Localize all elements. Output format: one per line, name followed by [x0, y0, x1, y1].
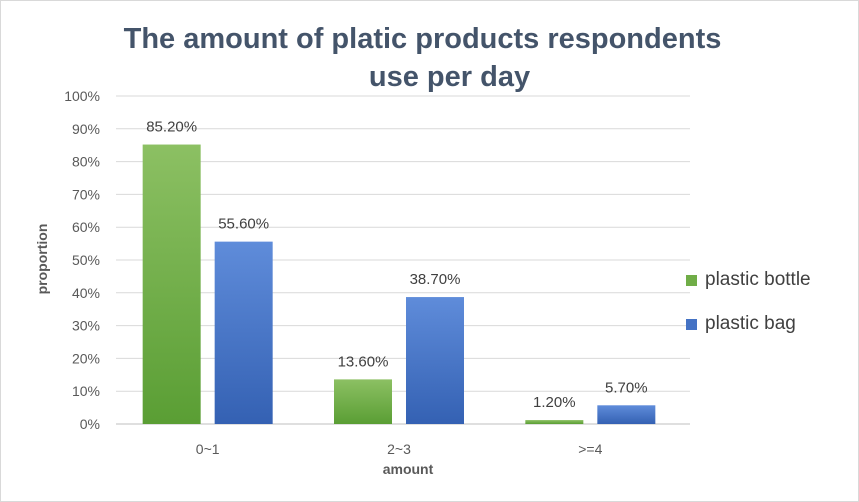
chart-title-line-1: The amount of platic products respondent… — [123, 23, 722, 55]
data-label: 55.60% — [218, 216, 269, 233]
legend-label-plastic-bottle: plastic bottle — [705, 269, 811, 290]
y-tick-label: 10% — [72, 383, 100, 399]
y-tick-label: 60% — [72, 219, 100, 235]
x-tick-label: 2~3 — [387, 441, 411, 457]
legend-item-plastic-bag: plastic bag — [686, 308, 811, 340]
data-label: 85.20% — [146, 119, 197, 136]
y-tick-label: 30% — [72, 318, 100, 334]
y-tick-label: 90% — [72, 121, 100, 137]
x-axis-title: amount — [383, 461, 434, 477]
y-tick-label: 80% — [72, 154, 100, 170]
gridlines — [116, 95, 690, 425]
y-tick-label: 100% — [64, 88, 100, 104]
data-label: 38.70% — [410, 271, 461, 288]
y-tick-label: 20% — [72, 350, 100, 366]
x-tick-labels: 0~1 2~3 >=4 — [196, 441, 603, 457]
chart-title-line-2: use per day — [368, 61, 531, 93]
y-tick-label: 50% — [72, 252, 100, 268]
x-tick-label: >=4 — [578, 441, 602, 457]
legend-swatch-plastic-bag — [686, 318, 697, 330]
y-tick-label: 40% — [72, 285, 100, 301]
bar — [142, 144, 201, 424]
legend-swatch-plastic-bottle — [686, 274, 697, 286]
bar — [334, 379, 392, 424]
data-label: 13.60% — [338, 353, 389, 370]
legend-item-plastic-bottle: plastic bottle — [686, 264, 811, 296]
bar — [406, 297, 464, 424]
bar — [214, 241, 273, 424]
y-tick-label: 70% — [72, 186, 100, 202]
data-label: 5.70% — [605, 379, 648, 396]
y-axis-title: proportion — [34, 224, 50, 295]
legend-label-plastic-bag: plastic bag — [705, 313, 796, 334]
bars — [142, 144, 656, 424]
y-tick-labels: 0% 10% 20% 30% 40% 50% 60% 70% 80% 90% 100% — [64, 88, 100, 432]
bar — [597, 405, 656, 424]
chart-title: The amount of platic products respondent… — [0, 20, 859, 96]
legend: plastic bottle plastic bag — [686, 264, 811, 352]
data-label: 1.20% — [533, 394, 576, 411]
data-labels: 85.20% 55.60% 13.60% 38.70% 1.20% 5.70% — [146, 119, 647, 412]
y-tick-label: 0% — [80, 416, 100, 432]
x-tick-label: 0~1 — [196, 441, 220, 457]
bar — [525, 420, 584, 424]
